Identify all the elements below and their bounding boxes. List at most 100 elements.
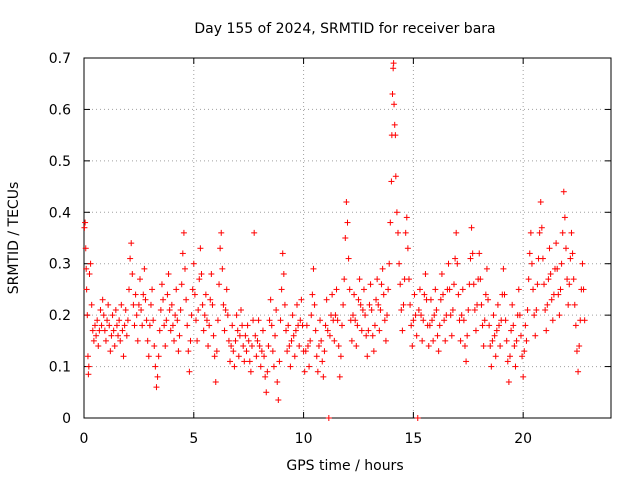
data-point bbox=[268, 322, 275, 329]
data-point bbox=[481, 317, 488, 324]
data-point bbox=[108, 332, 115, 339]
data-point bbox=[236, 332, 243, 339]
data-point bbox=[549, 317, 556, 324]
data-point bbox=[429, 317, 436, 324]
data-point bbox=[371, 322, 378, 329]
data-point bbox=[287, 363, 294, 370]
data-point bbox=[183, 296, 190, 303]
data-point bbox=[303, 322, 310, 329]
data-point bbox=[469, 250, 476, 257]
data-point bbox=[553, 240, 560, 247]
data-point bbox=[214, 317, 221, 324]
data-point bbox=[165, 271, 172, 277]
data-point bbox=[207, 296, 214, 303]
data-point bbox=[115, 332, 122, 339]
data-point bbox=[528, 260, 535, 267]
data-point bbox=[285, 322, 292, 329]
data-point bbox=[270, 363, 277, 370]
data-point bbox=[244, 322, 251, 329]
data-point bbox=[185, 348, 192, 355]
data-point bbox=[269, 348, 276, 355]
data-point bbox=[175, 348, 182, 355]
data-point bbox=[222, 307, 229, 313]
data-point bbox=[351, 291, 358, 298]
data-point bbox=[101, 327, 108, 334]
data-point bbox=[128, 240, 135, 247]
data-point bbox=[85, 371, 92, 378]
data-point bbox=[457, 337, 464, 344]
data-point bbox=[445, 260, 452, 267]
data-point bbox=[427, 296, 434, 303]
data-point bbox=[440, 291, 447, 298]
data-point bbox=[517, 332, 524, 339]
data-point bbox=[134, 337, 141, 344]
data-point bbox=[373, 296, 380, 303]
data-point bbox=[246, 358, 253, 365]
data-point bbox=[121, 322, 128, 329]
data-point bbox=[144, 337, 151, 344]
data-point bbox=[191, 291, 198, 298]
data-point bbox=[105, 301, 112, 308]
data-point bbox=[274, 379, 281, 385]
data-point bbox=[289, 312, 296, 319]
data-point bbox=[130, 301, 137, 308]
data-point bbox=[261, 353, 268, 360]
data-point bbox=[233, 312, 240, 319]
data-point bbox=[206, 322, 213, 329]
data-point bbox=[398, 307, 405, 313]
data-point bbox=[404, 245, 411, 252]
data-point bbox=[161, 322, 168, 329]
axis-ticks bbox=[83, 57, 611, 419]
data-point bbox=[490, 312, 497, 319]
data-point bbox=[487, 343, 494, 349]
data-point bbox=[569, 250, 576, 257]
data-point bbox=[157, 307, 164, 313]
data-point bbox=[334, 317, 341, 324]
data-point bbox=[486, 322, 493, 329]
data-point bbox=[309, 291, 316, 298]
data-point bbox=[541, 281, 548, 288]
data-point bbox=[326, 332, 333, 339]
data-point bbox=[253, 353, 260, 360]
data-point bbox=[568, 229, 575, 236]
data-point bbox=[476, 250, 483, 257]
data-point bbox=[290, 332, 297, 339]
y-tick-label: 0 bbox=[62, 411, 71, 427]
data-point bbox=[112, 307, 119, 313]
data-point bbox=[256, 343, 263, 349]
data-point bbox=[539, 255, 546, 262]
data-point bbox=[138, 307, 145, 313]
data-point bbox=[449, 307, 456, 313]
data-point bbox=[279, 250, 286, 257]
data-point bbox=[341, 276, 348, 283]
data-point bbox=[472, 327, 479, 334]
data-point bbox=[389, 91, 396, 97]
data-point bbox=[359, 307, 366, 313]
data-point bbox=[348, 337, 355, 344]
data-point bbox=[258, 348, 265, 355]
data-point bbox=[576, 343, 583, 349]
data-point bbox=[555, 291, 562, 298]
data-point bbox=[251, 229, 258, 236]
data-point bbox=[386, 260, 393, 267]
data-point bbox=[335, 343, 342, 349]
data-point bbox=[512, 363, 519, 370]
data-point bbox=[319, 358, 326, 365]
data-point bbox=[93, 332, 100, 339]
data-point bbox=[543, 327, 550, 334]
data-point bbox=[120, 353, 127, 360]
data-point bbox=[211, 353, 218, 360]
data-point bbox=[573, 348, 580, 355]
data-point bbox=[301, 368, 308, 375]
data-point bbox=[132, 291, 139, 298]
data-point bbox=[431, 312, 438, 319]
data-point bbox=[380, 291, 387, 298]
data-point bbox=[225, 337, 232, 344]
data-point bbox=[580, 286, 587, 293]
data-point bbox=[160, 296, 167, 303]
y-tick-label: 0.3 bbox=[49, 257, 71, 273]
y-tick-labels: 0 0.1 0.2 0.3 0.4 0.5 0.6 0.7 bbox=[49, 51, 71, 427]
data-point bbox=[392, 173, 399, 180]
data-point bbox=[447, 312, 454, 319]
data-point bbox=[403, 214, 410, 221]
